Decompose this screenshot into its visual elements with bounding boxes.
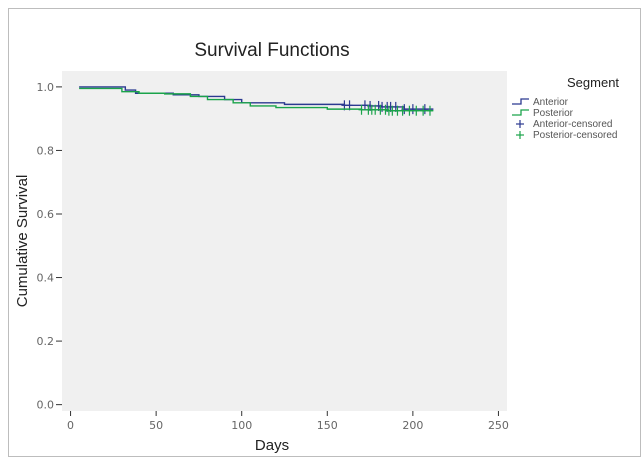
x-tick-label: 250 — [488, 419, 509, 432]
legend: Segment AnteriorPosteriorAnterior-censor… — [512, 75, 619, 141]
censor-mark-posterior — [399, 105, 406, 116]
y-tick-label: 0.0 — [37, 399, 55, 412]
x-axis-label: Days — [255, 437, 289, 454]
x-tick-label: 100 — [231, 419, 252, 432]
series-layer — [79, 86, 434, 116]
y-tick-label: 0.8 — [37, 144, 55, 157]
censor-mark-anterior — [361, 100, 368, 111]
x-axis: 0 50 100 150 200 250 — [67, 411, 509, 432]
censor-mark-posterior — [420, 105, 427, 116]
censor-mark-posterior — [382, 104, 389, 115]
y-axis: 0.0 0.2 0.4 0.6 0.8 1.0 — [37, 81, 62, 412]
x-tick-label: 0 — [67, 419, 74, 432]
legend-entry-label: Posterior — [533, 108, 574, 119]
censor-mark-posterior — [377, 104, 384, 115]
y-axis-label: Cumulative Survival — [14, 175, 31, 308]
legend-swatch-anterior — [512, 98, 529, 105]
x-tick-label: 200 — [402, 419, 423, 432]
censor-mark-posterior — [413, 105, 420, 116]
censor-mark-anterior — [409, 104, 416, 115]
survival-chart: Survival Functions 0 50 100 150 200 250 0.00.… — [14, 40, 619, 454]
plot-area — [62, 71, 507, 411]
chart-frame: Survival Functions 0 50 100 150 200 250 0.0 0.… — [8, 8, 641, 457]
censor-mark-posterior — [426, 105, 433, 116]
legend-swatch-anterior-censored — [516, 120, 524, 128]
y-tick-label: 0.2 — [37, 335, 55, 348]
legend-title: Segment — [567, 75, 619, 90]
censor-mark-posterior — [406, 105, 413, 116]
legend-entry-label: Anterior-censored — [533, 119, 612, 130]
censor-mark-posterior — [389, 105, 396, 116]
censor-mark-posterior — [358, 104, 365, 115]
legend-entry-label: Posterior-censored — [533, 130, 617, 141]
legend-swatch-posterior — [512, 109, 529, 116]
y-tick-label: 0.6 — [37, 208, 55, 221]
legend-entry-label: Anterior — [533, 97, 569, 108]
x-tick-label: 150 — [317, 419, 338, 432]
legend-swatch-posterior-censored — [516, 131, 524, 139]
y-tick-label: 0.4 — [37, 272, 55, 285]
censor-mark-posterior — [372, 104, 379, 115]
y-tick-label: 1.0 — [37, 81, 55, 94]
chart-title: Survival Functions — [194, 40, 349, 61]
censor-mark-posterior — [394, 105, 401, 116]
x-tick-label: 50 — [149, 419, 163, 432]
